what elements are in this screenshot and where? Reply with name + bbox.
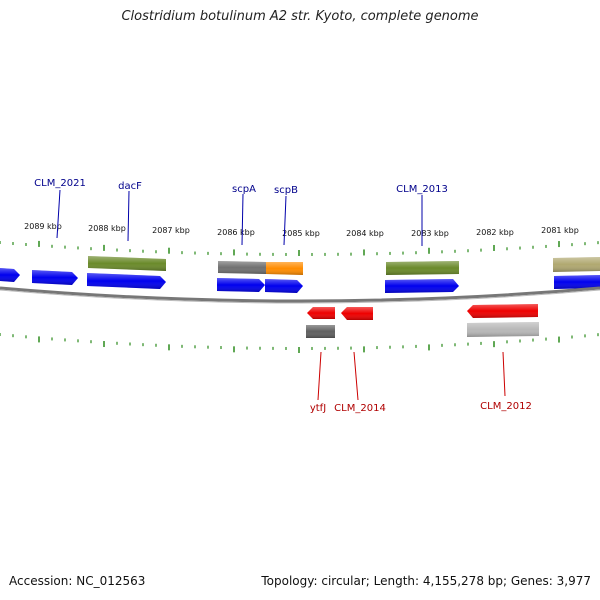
gene-label-clm-2021[interactable]: CLM_2021 [34, 178, 86, 189]
forward-label-leaders [56, 189, 423, 246]
ruler-label-2089: 2089 kbp [24, 222, 62, 231]
ruler-label-2082: 2082 kbp [476, 228, 514, 237]
ruler-label-2084: 2084 kbp [346, 229, 384, 238]
cog-bars-forward [88, 256, 600, 275]
gene-label-clm-2013[interactable]: CLM_2013 [396, 184, 448, 195]
ruler-label-2085: 2085 kbp [282, 229, 320, 238]
reverse-genes [307, 304, 538, 320]
ruler-labels: 2089 kbp 2088 kbp 2087 kbp 2086 kbp 2085… [24, 222, 579, 238]
ruler-label-2088: 2088 kbp [88, 224, 126, 233]
gene-label-scpb[interactable]: scpB [274, 185, 298, 196]
forward-tick-ring [0, 240, 599, 256]
gene-label-scpa[interactable]: scpA [232, 184, 256, 195]
ruler-label-2086: 2086 kbp [217, 228, 255, 237]
ruler-label-2081: 2081 kbp [541, 226, 579, 235]
ruler-label-2087: 2087 kbp [152, 226, 190, 235]
gene-label-clm-2014[interactable]: CLM_2014 [334, 403, 386, 414]
reverse-label-leaders [317, 351, 506, 401]
gene-label-dacf[interactable]: dacF [118, 181, 142, 192]
forward-labels: CLM_2021 dacF scpA scpB CLM_2013 [34, 178, 448, 196]
gene-label-ytfj[interactable]: ytfJ [310, 403, 326, 414]
reverse-labels: ytfJ CLM_2014 CLM_2012 [310, 401, 532, 414]
ruler-label-2083: 2083 kbp [411, 229, 449, 238]
reverse-tick-ring [0, 333, 599, 353]
map-title: Clostridium botulinum A2 str. Kyoto, com… [121, 9, 479, 24]
cog-bars-reverse [306, 322, 539, 338]
accession-text: Accession: NC_012563 [9, 574, 146, 588]
forward-genes [0, 268, 600, 293]
gene-label-clm-2012[interactable]: CLM_2012 [480, 401, 532, 412]
genome-backbone [0, 286, 600, 303]
genome-summary-text: Topology: circular; Length: 4,155,278 bp… [261, 574, 591, 588]
